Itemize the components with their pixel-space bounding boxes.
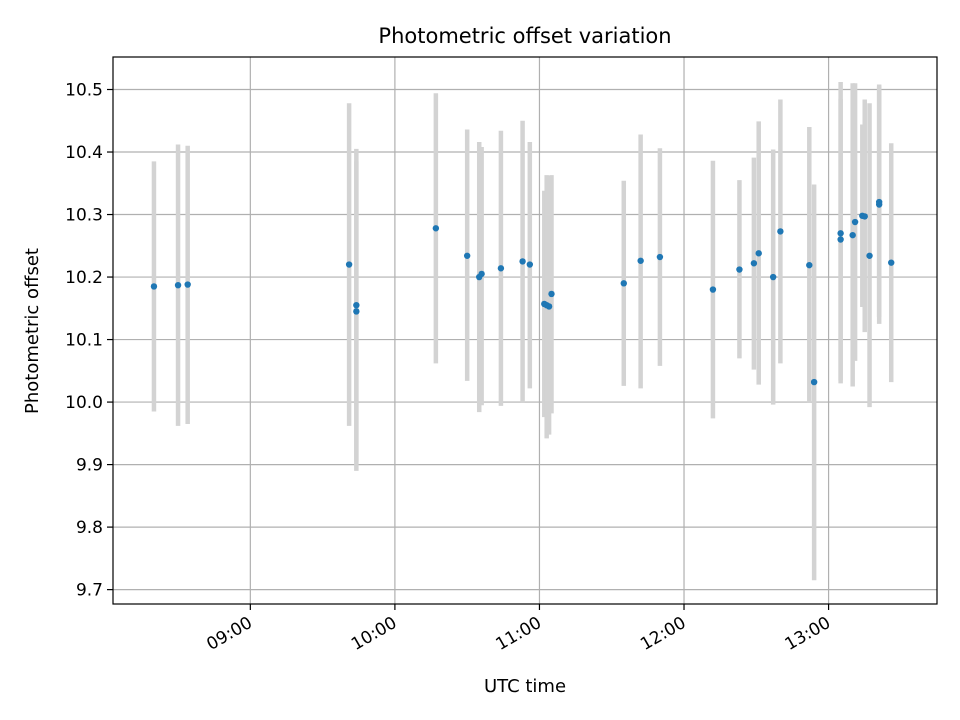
data-point xyxy=(709,286,717,293)
y-tick-label: 9.8 xyxy=(76,518,103,538)
data-point xyxy=(620,280,627,287)
data-point xyxy=(478,270,485,278)
data-point xyxy=(888,259,895,266)
data-point xyxy=(150,283,158,290)
y-tick-label: 10.4 xyxy=(65,143,103,163)
data-point xyxy=(656,253,664,261)
data-point xyxy=(526,261,534,268)
data-point xyxy=(755,250,762,257)
y-tick-label: 10.3 xyxy=(65,206,103,226)
data-point xyxy=(851,218,859,226)
data-points xyxy=(150,198,895,386)
data-point xyxy=(548,290,555,298)
data-point xyxy=(875,201,883,208)
data-point xyxy=(519,258,526,265)
y-tick-label: 10.1 xyxy=(65,331,103,351)
chart-title: Photometric offset variation xyxy=(378,24,671,48)
data-point xyxy=(806,261,813,269)
data-point xyxy=(837,230,844,237)
data-point xyxy=(777,228,784,235)
y-tick-label: 10.2 xyxy=(65,268,103,288)
data-point xyxy=(837,236,844,243)
data-point xyxy=(750,260,758,267)
data-point xyxy=(637,257,644,264)
data-point xyxy=(353,301,360,309)
data-point xyxy=(810,378,818,386)
data-point xyxy=(769,273,777,281)
data-point xyxy=(497,265,505,272)
data-point xyxy=(866,252,873,259)
data-point xyxy=(432,225,440,232)
y-axis: 9.7 9.8 9.9 10.0 10.1 10.2 10.3 10.4 10.5 xyxy=(65,81,113,601)
grid xyxy=(113,57,937,604)
data-point xyxy=(545,303,553,310)
data-point xyxy=(849,231,856,239)
data-point xyxy=(463,252,471,259)
plot-frame xyxy=(112,56,938,605)
data-point xyxy=(736,266,743,273)
data-point xyxy=(861,213,868,220)
y-tick-label: 10.5 xyxy=(65,81,103,101)
y-tick-label: 9.9 xyxy=(76,456,103,476)
data-point xyxy=(353,308,360,315)
y-tick-label: 10.0 xyxy=(65,393,103,413)
y-tick-label: 9.7 xyxy=(76,581,103,601)
x-axis-label: UTC time xyxy=(484,676,566,697)
data-point xyxy=(184,281,191,288)
data-point xyxy=(174,281,182,289)
y-axis-label: Photometric offset xyxy=(22,248,43,414)
data-point xyxy=(345,261,353,268)
